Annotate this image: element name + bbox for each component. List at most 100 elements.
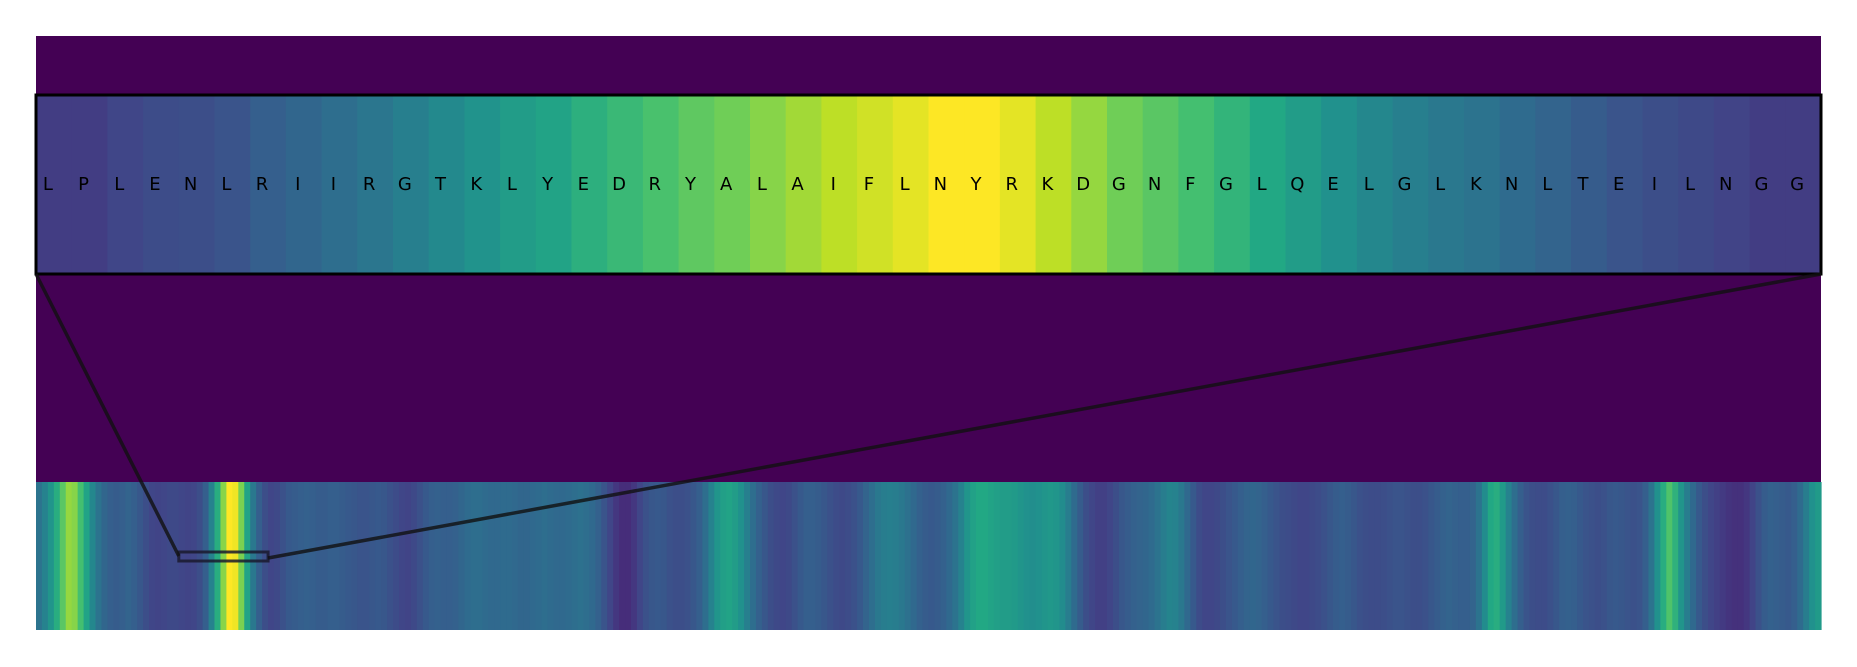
overview-cell: [815, 482, 822, 630]
overview-cell: [1416, 482, 1423, 630]
zoom-cell: [1678, 95, 1715, 274]
overview-cell: [458, 482, 465, 630]
zoom-cell: [1392, 95, 1429, 274]
residue-label: I: [1652, 174, 1657, 195]
overview-cell: [1190, 482, 1197, 630]
overview-cell: [226, 482, 233, 630]
overview-cell: [1594, 482, 1602, 630]
zoom-cell: [1142, 95, 1179, 274]
overview-cell: [345, 482, 352, 630]
overview-cell: [714, 482, 721, 630]
overview-cell: [1505, 482, 1513, 630]
overview-cell: [155, 482, 162, 630]
overview-cell: [1541, 482, 1548, 630]
overview-cell: [1803, 482, 1810, 630]
residue-label: G: [1112, 174, 1126, 195]
overview-cell: [500, 482, 507, 630]
overview-cell: [196, 482, 204, 630]
overview-cell: [1773, 482, 1780, 630]
overview-cell: [351, 482, 358, 630]
overview-cell: [1547, 482, 1554, 630]
overview-cell: [125, 482, 132, 630]
overview-cell: [880, 482, 888, 630]
overview-cell: [1309, 482, 1316, 630]
residue-label: L: [900, 174, 910, 195]
overview-cell: [1660, 482, 1667, 630]
overview-cell: [1160, 482, 1168, 630]
overview-cell: [1196, 482, 1203, 630]
overview-cell: [690, 482, 698, 630]
residue-label: E: [149, 174, 160, 195]
overview-cell: [1303, 482, 1310, 630]
overview-cell: [1696, 482, 1703, 630]
overview-cell: [482, 482, 489, 630]
residue-label: L: [1542, 174, 1552, 195]
overview-cell: [1095, 482, 1102, 630]
overview-cell: [1648, 482, 1655, 630]
overview-cell: [1428, 482, 1435, 630]
overview-cell: [1386, 482, 1394, 630]
connector-line-left: [34, 273, 181, 557]
zoom-cell: [1749, 95, 1786, 274]
overview-cell: [327, 482, 335, 630]
overview-cell: [291, 482, 299, 630]
zoom-cell: [1249, 95, 1287, 274]
overview-cell: [874, 482, 882, 630]
overview-cell: [845, 482, 852, 630]
overview-cell: [1690, 482, 1697, 630]
zoom-cell: [821, 95, 858, 274]
overview-cell: [631, 482, 638, 630]
overview-cell: [1029, 482, 1037, 630]
overview-cell: [1731, 482, 1739, 630]
overview-cell: [702, 482, 709, 630]
residue-label: D: [1076, 174, 1090, 195]
overview-cell: [1077, 482, 1084, 630]
overview-cell: [1713, 482, 1721, 630]
overview-cell: [1725, 482, 1733, 630]
overview-cell: [934, 482, 941, 630]
residue-label: L: [1435, 174, 1445, 195]
overview-cell: [434, 482, 442, 630]
residue-label: N: [1719, 174, 1732, 195]
overview-cell: [71, 482, 79, 630]
overview-cell: [256, 482, 263, 630]
overview-cell: [440, 482, 448, 630]
overview-cell: [1815, 482, 1822, 630]
overview-cell: [428, 482, 436, 630]
overview-cell: [452, 482, 460, 630]
overview-cell: [1779, 482, 1786, 630]
zoom-cell: [1214, 95, 1251, 274]
overview-cell: [47, 482, 55, 630]
overview-cell: [53, 482, 61, 630]
residue-label: N: [934, 174, 947, 195]
overview-cell: [827, 482, 834, 630]
overview-cell: [1142, 482, 1150, 630]
overview-cell: [1202, 482, 1209, 630]
residue-label: I: [295, 174, 300, 195]
overview-cell: [1047, 482, 1055, 630]
overview-cell: [1684, 482, 1691, 630]
zoom-cell: [393, 95, 430, 274]
overview-cell: [59, 482, 67, 630]
residue-label: G: [1790, 174, 1804, 195]
overview-cell: [767, 482, 775, 630]
overview-cell: [583, 482, 590, 630]
overview-cell: [684, 482, 692, 630]
zoom-cell: [964, 95, 1001, 274]
overview-cell: [464, 482, 471, 630]
overview-cell: [1737, 482, 1745, 630]
overview-cell: [1005, 482, 1013, 630]
overview-cell: [1053, 482, 1060, 630]
overview-cell: [898, 482, 906, 630]
overview-cell: [625, 482, 632, 630]
overview-cell: [601, 482, 608, 630]
overview-cell: [202, 482, 210, 630]
overview-cell: [970, 482, 977, 630]
overview-cell: [571, 482, 579, 630]
overview-cell: [946, 482, 953, 630]
overview-cell: [821, 482, 828, 630]
overview-cell: [101, 482, 108, 630]
overview-cell: [886, 482, 894, 630]
overview-cell: [1654, 482, 1661, 630]
overview-cell: [36, 482, 43, 630]
